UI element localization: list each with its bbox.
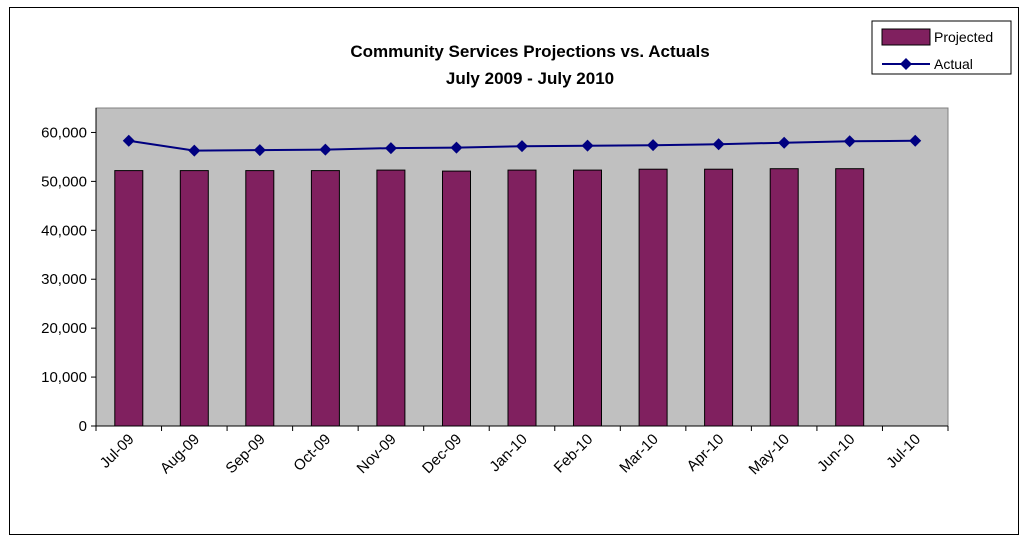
y-tick-label: 30,000 [41, 271, 87, 288]
actual-point [647, 139, 660, 152]
projected-bar [376, 169, 406, 427]
y-tick-label: 40,000 [41, 222, 87, 239]
projected-bar [179, 170, 209, 427]
projected-bar [638, 168, 668, 427]
chart-subtitle: July 2009 - July 2010 [446, 69, 614, 88]
actual-point [909, 134, 922, 147]
x-tick-label: Jan-10 [486, 431, 530, 475]
actual-line-layer [122, 134, 922, 157]
y-tick-label: 0 [79, 418, 87, 435]
actual-point [778, 136, 791, 149]
y-tick-label: 20,000 [41, 320, 87, 337]
chart-title: Community Services Projections vs. Actua… [350, 42, 709, 61]
actual-point [843, 135, 856, 148]
actual-point [319, 143, 332, 156]
x-tick-label: Nov-09 [354, 431, 400, 477]
actual-point [450, 141, 463, 154]
projected-bar [310, 170, 340, 427]
actual-point [188, 144, 201, 157]
projected-bar [114, 170, 144, 427]
actual-point [516, 140, 528, 153]
actual-point [122, 134, 135, 147]
projected-bar [835, 168, 865, 427]
actual-point [712, 138, 725, 151]
actual-point [384, 142, 397, 155]
actual-point [581, 139, 594, 152]
projected-bar [507, 169, 537, 427]
projected-bar [245, 170, 275, 427]
actual-point [253, 144, 266, 157]
x-tick-label: Aug-09 [157, 431, 203, 477]
y-tick-label: 10,000 [41, 369, 87, 386]
x-tick-label: Mar-10 [616, 431, 662, 477]
x-tick-label: Jun-10 [814, 431, 858, 475]
y-tick-label: 60,000 [41, 124, 87, 141]
bars-layer [114, 168, 865, 427]
legend-projected-label: Projected [934, 29, 993, 45]
x-tick-label: May-10 [746, 431, 793, 478]
x-tick-label: Sep-09 [222, 431, 268, 477]
legend-projected-swatch [881, 28, 931, 46]
x-tick-label: Jul-09 [97, 431, 138, 472]
x-tick-label: Jul-10 [883, 431, 924, 472]
projected-bar [769, 168, 799, 427]
projected-bar [573, 169, 602, 427]
x-tick-label: Apr-10 [684, 431, 728, 475]
x-tick-label: Oct-09 [290, 431, 334, 475]
y-tick-label: 50,000 [41, 173, 87, 190]
x-tick-label: Feb-10 [551, 431, 597, 477]
legend-actual-marker [900, 58, 912, 70]
x-tick-label: Dec-09 [419, 431, 465, 477]
projected-bar [442, 170, 471, 427]
legend: Projected Actual [871, 20, 1012, 75]
projected-bar [704, 168, 734, 427]
legend-actual-label: Actual [934, 56, 973, 72]
